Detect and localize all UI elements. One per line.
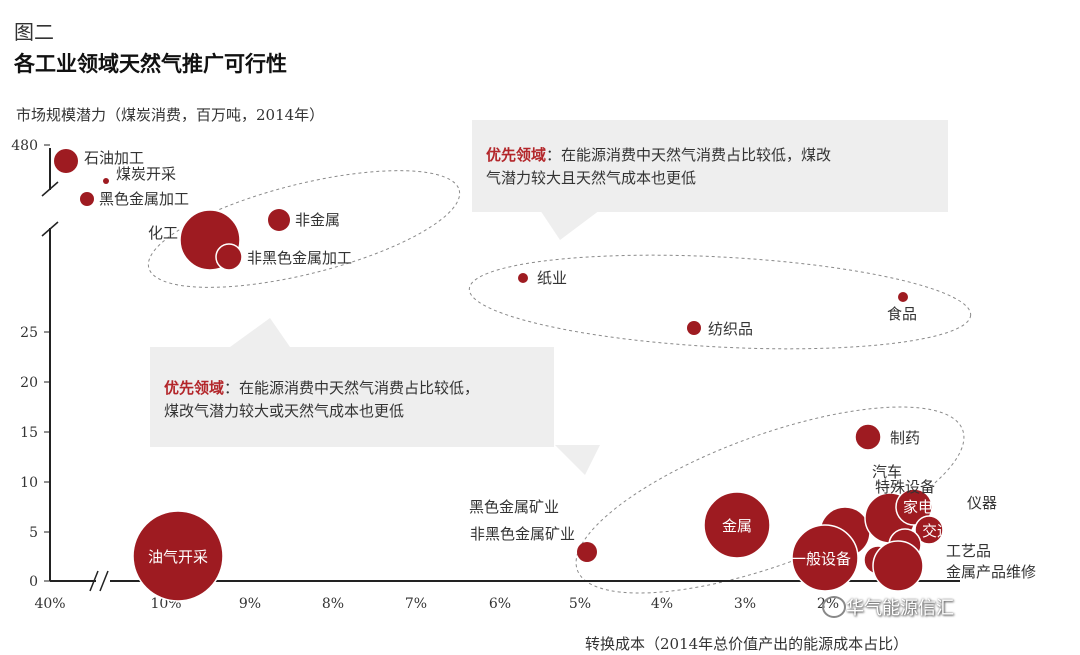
bubble-label: 纺织品 xyxy=(708,320,753,338)
group-ellipse-heavy-industry xyxy=(147,170,461,288)
bubble-label: 非黑色金属加工 xyxy=(247,249,352,267)
bubble-label: 仪器 xyxy=(967,494,997,512)
bubble-label: 化工 xyxy=(148,224,178,242)
y-tick-label: 20 xyxy=(20,375,38,391)
bubble-非金属 xyxy=(268,209,290,231)
x-tick-label: 9% xyxy=(239,596,261,612)
x-tick-label: 5% xyxy=(569,596,591,612)
bubble-label: 非黑色金属矿业 xyxy=(470,525,575,543)
bubble-label: 黑色金属加工 xyxy=(99,190,189,208)
callout-middle-pointer-bottom xyxy=(555,445,600,475)
bubble-纺织品 xyxy=(687,321,701,335)
bubble-油气开采 xyxy=(132,510,224,602)
x-axis-break-2 xyxy=(99,570,109,592)
group-ellipse-consumer xyxy=(468,254,972,350)
x-tick-label: 8% xyxy=(322,596,344,612)
bubble-纸业 xyxy=(518,273,528,283)
x-tick-label: 3% xyxy=(734,596,756,612)
y-tick-label: 480 xyxy=(11,138,38,154)
y-axis-break-2 xyxy=(41,181,59,197)
x-tick-label: 40% xyxy=(34,596,65,612)
bubble-label: 工艺品 xyxy=(946,542,991,560)
bubble-食品 xyxy=(898,292,908,302)
chart-title: 各工业领域天然气推广可行性 xyxy=(14,51,287,76)
bubble-交通 xyxy=(914,515,944,545)
bubble-黑色金属加工 xyxy=(80,192,94,206)
bubble-家电 xyxy=(895,488,933,526)
callout-top-highlight: 优先领域 xyxy=(486,146,547,164)
bubble-金属产品维修 xyxy=(872,540,924,592)
y-axis-break-1 xyxy=(41,221,59,237)
x-tick-label: 7% xyxy=(405,596,427,612)
callout-top-pointer xyxy=(540,210,600,240)
y-tick-label: 25 xyxy=(20,325,38,341)
y-tick-label: 0 xyxy=(29,574,38,590)
bubble-label: 煤炭开采 xyxy=(116,165,176,183)
wechat-icon xyxy=(822,596,846,618)
callout-middle-text: ：在能源消费中天然气消费占比较低， xyxy=(224,379,480,397)
bubble-一般设备 xyxy=(791,524,859,592)
watermark: 华气能源信汇 xyxy=(846,598,954,619)
bubble-label: 食品 xyxy=(887,305,917,323)
callout-middle: 优先领域：在能源消费中天然气消费占比较低， 煤改气潜力较大或天然气成本也更低 xyxy=(150,347,554,447)
callout-middle-text2: 煤改气潜力较大或天然气成本也更低 xyxy=(164,402,405,420)
y-tick-label: 10 xyxy=(20,475,38,491)
bubble-label: 金属 xyxy=(722,517,752,535)
callout-middle-pointer xyxy=(230,318,290,347)
callout-top: 优先领域：在能源消费中天然气消费占比较低，煤改 气潜力较大且天然气成本也更低 xyxy=(472,120,948,212)
bubble-label: 家电 xyxy=(903,498,933,516)
bubble-金属 xyxy=(703,491,771,559)
bubble-制药 xyxy=(854,423,882,451)
x-tick-label: 6% xyxy=(489,596,511,612)
x-axis-break-1 xyxy=(89,570,99,592)
x-tick-label: 4% xyxy=(651,596,673,612)
bubble-石油加工 xyxy=(54,149,78,173)
bubble-label: 黑色金属矿业 xyxy=(469,498,559,516)
y-tick-label: 5 xyxy=(29,525,38,541)
bubble-label: 石油加工 xyxy=(84,149,144,167)
bubble-label: 汽车 xyxy=(872,463,902,481)
bubble-非黑色金属加工 xyxy=(215,243,243,271)
bubble-label: 交通 xyxy=(922,522,952,540)
callout-top-text2: 气潜力较大且天然气成本也更低 xyxy=(486,169,697,187)
bubble-label: 非金属 xyxy=(295,211,340,229)
bubble-label: 一般设备 xyxy=(791,550,851,568)
bubble-label: 纸业 xyxy=(537,269,567,287)
bubble-黑色金属矿业 xyxy=(577,542,597,562)
bubbles-layer xyxy=(54,149,944,602)
bubble-label: 特殊设备 xyxy=(875,478,935,496)
bubble-label: 油气开采 xyxy=(148,548,208,566)
y-tick-label: 15 xyxy=(20,425,38,441)
x-axis-label: 转换成本（2014年总价值产出的能源成本占比） xyxy=(585,635,909,653)
callout-middle-highlight: 优先领域 xyxy=(164,379,225,397)
group-ellipse-equipment xyxy=(575,406,965,594)
bubble-煤炭开采 xyxy=(103,178,109,184)
bubble-label: 金属产品维修 xyxy=(946,563,1036,581)
y-axis-label: 市场规模潜力（煤炭消费，百万吨，2014年） xyxy=(16,106,325,124)
bubble-label: 制药 xyxy=(890,429,920,447)
figure-label: 图二 xyxy=(14,20,54,44)
callout-top-text: ：在能源消费中天然气消费占比较低，煤改 xyxy=(546,146,832,164)
